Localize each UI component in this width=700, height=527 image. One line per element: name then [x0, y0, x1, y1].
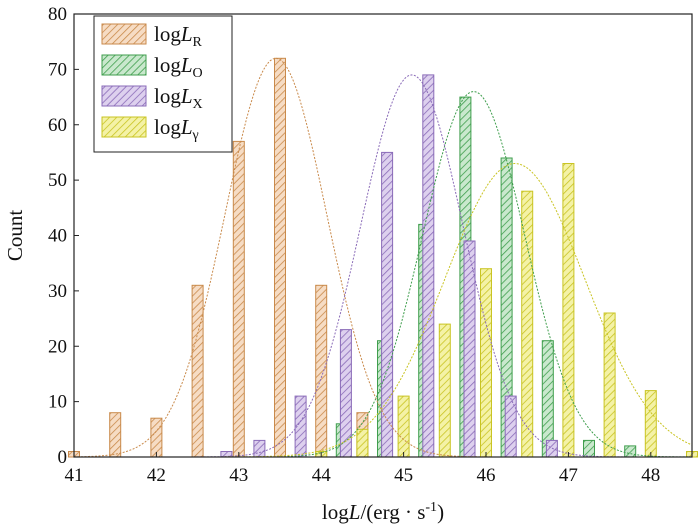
- bar-logL_R-41.5: [109, 412, 122, 458]
- bar-logL_O-46.7: [541, 340, 554, 458]
- legend-label-logL_R: logLR: [154, 22, 203, 50]
- x-tick-label-46: 46: [477, 465, 496, 486]
- x-tick-label-47: 47: [559, 465, 578, 486]
- legend-swatch-logL_O: [101, 54, 147, 76]
- legend-label-logL_X: logLX: [154, 84, 203, 112]
- x-tick-label-45: 45: [394, 465, 413, 486]
- bar-logL_X-46.35: [504, 395, 517, 458]
- bar-logL_γ-45.9: [480, 268, 492, 458]
- bar-logL_O-47.7: [624, 445, 637, 458]
- bar-logL_R-43.5: [274, 57, 286, 458]
- bar-logL_γ-47.9: [644, 390, 657, 458]
- bar-logL_R-43: [232, 140, 245, 458]
- bar-logL_γ-44.4: [356, 428, 369, 458]
- bar-logL_γ-46.9: [562, 163, 575, 458]
- legend-swatch-logL_γ: [101, 116, 147, 138]
- y-tick-label-70: 70: [48, 59, 67, 80]
- y-tick-label-80: 80: [48, 4, 67, 25]
- y-axis-label: Count: [3, 210, 27, 262]
- x-tick-label-42: 42: [147, 465, 166, 486]
- bar-logL_O-47.2: [583, 439, 595, 458]
- bar-logL_R-44: [315, 284, 328, 458]
- x-tick-label-43: 43: [229, 465, 248, 486]
- y-tick-label-0: 0: [58, 447, 68, 468]
- bar-logL_X-45.85: [463, 240, 476, 458]
- axes: 41 42 43 44 45 46 47 48 0 10 20 30 40 50 60 70 80 Count lo…: [3, 4, 693, 524]
- y-tick-label-30: 30: [48, 281, 67, 302]
- x-tick-label-41: 41: [65, 465, 84, 486]
- legend: logLR logLO logLX logLγ: [93, 15, 233, 153]
- legend-swatch-logL_R: [101, 23, 147, 45]
- plot-area: [68, 57, 698, 458]
- y-tick-label-50: 50: [48, 170, 67, 191]
- x-tick-label-48: 48: [641, 465, 660, 486]
- y-tick-label-20: 20: [48, 336, 67, 357]
- bar-logL_X-44.85: [381, 151, 394, 458]
- bar-logL_X-43.3: [253, 439, 266, 458]
- fit-curve-logL_R: [74, 57, 692, 458]
- y-tick-label-60: 60: [48, 115, 67, 136]
- bar-logL_γ-47.4: [603, 312, 616, 458]
- bar-logL_γ-45.4: [438, 323, 451, 458]
- bar-logL_X-46.85: [545, 439, 558, 458]
- bar-logL_R-42.5: [191, 284, 204, 458]
- y-tick-label-10: 10: [48, 392, 67, 413]
- x-tick-label-44: 44: [312, 465, 332, 486]
- bar-logL_X-45.35: [422, 74, 435, 458]
- y-tick-label-40: 40: [48, 226, 67, 247]
- bar-logL_X-44.35: [339, 329, 352, 458]
- bar-logL_γ-44.9: [397, 395, 410, 458]
- legend-label-logL_O: logLO: [154, 53, 203, 81]
- legend-swatch-logL_X: [101, 85, 147, 107]
- legend-label-logL_γ: logLγ: [154, 115, 199, 143]
- bar-logL_R-42: [150, 417, 163, 458]
- x-axis-label: logL/(erg · s-1): [322, 500, 444, 524]
